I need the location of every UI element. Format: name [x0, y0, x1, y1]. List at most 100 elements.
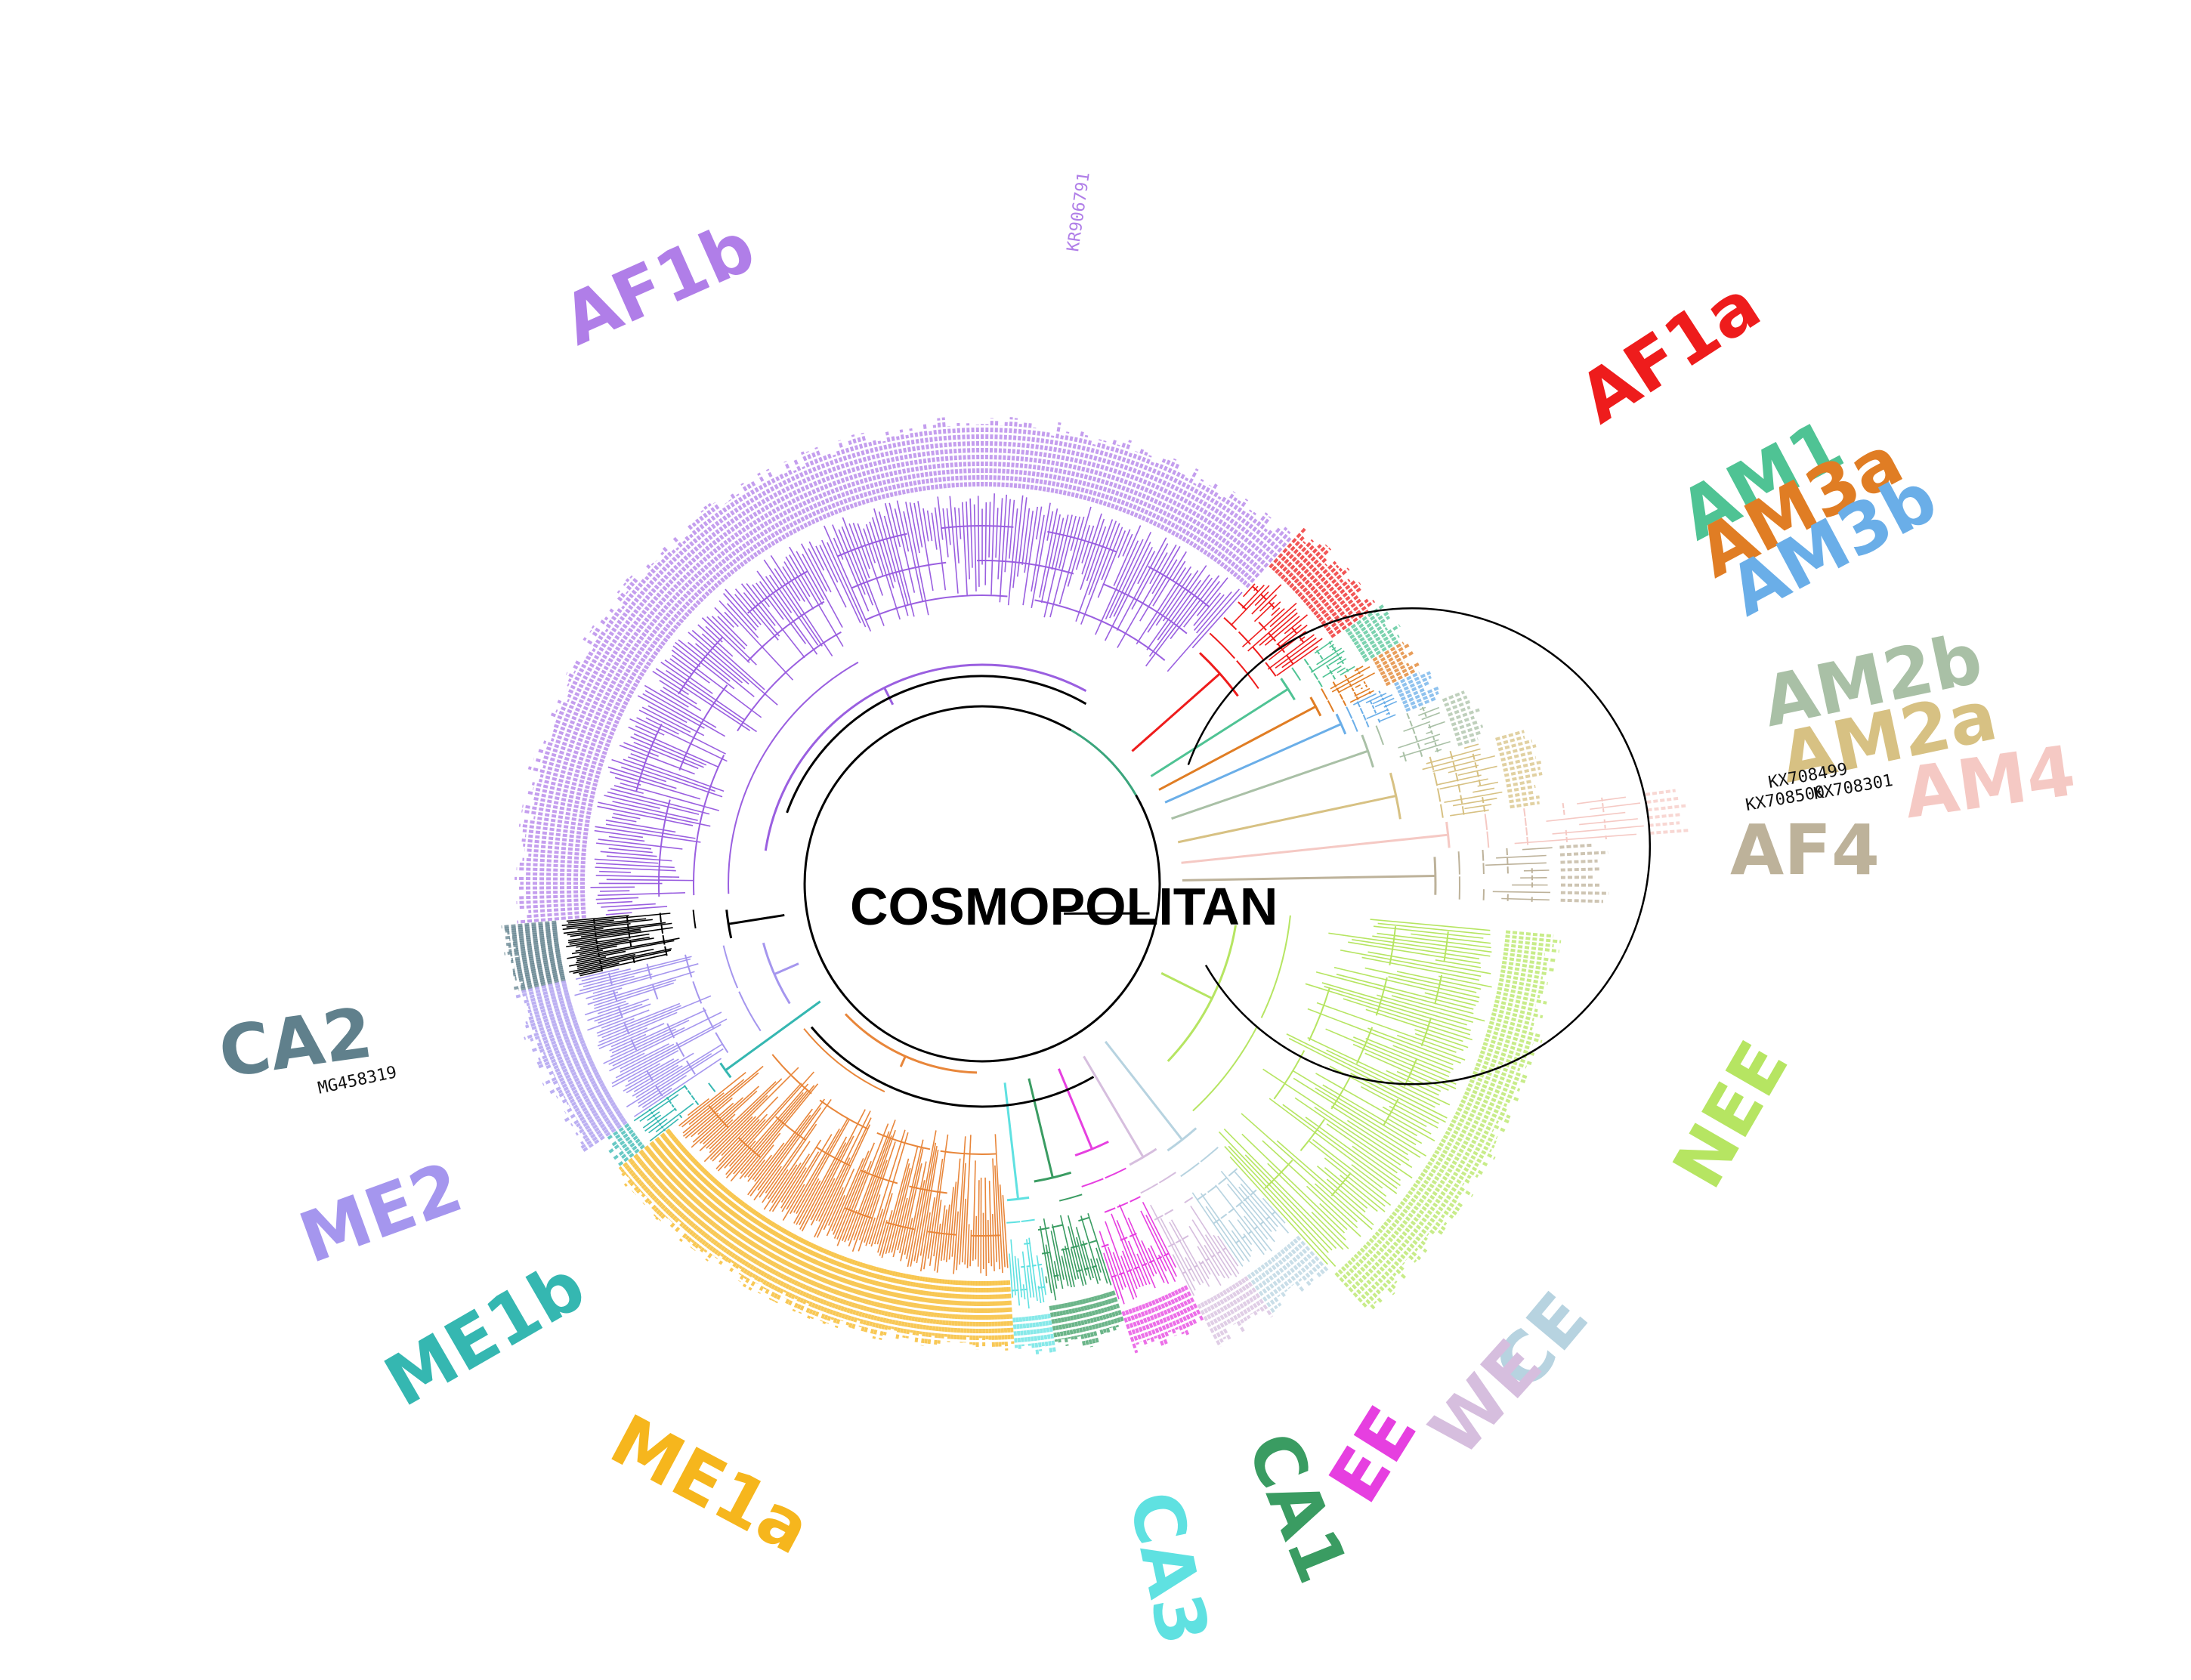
- leaf-label-mark: [688, 533, 729, 580]
- leaf-label-mark: [1374, 1231, 1408, 1262]
- leaf-label-mark: [929, 431, 939, 489]
- leaf-branch: [973, 504, 977, 591]
- leaf-label-mark: [1293, 1238, 1325, 1275]
- leaf-branch: [1253, 585, 1259, 591]
- leaf-label-mark: [566, 1082, 605, 1105]
- leaf-branch: [598, 801, 711, 827]
- leaf-branch: [997, 498, 1003, 579]
- leaf-branch: [586, 987, 623, 999]
- leaf-branch: [1354, 687, 1371, 697]
- leaf-branch: [596, 842, 652, 850]
- leaf-label-mark: [1028, 1316, 1036, 1351]
- leaf-branch: [1061, 1255, 1069, 1286]
- leaf-label-mark: [634, 1147, 688, 1196]
- leaf-label-mark: [807, 1252, 836, 1320]
- leaf-label-mark: [765, 468, 801, 532]
- leaf-branch: [1004, 499, 1011, 573]
- leaf-branch: [753, 1107, 821, 1201]
- leaf-label-mark: [771, 1238, 806, 1302]
- leaf-label-mark: [542, 740, 605, 763]
- subclade-arc: [1414, 735, 1418, 742]
- subclade-arc: [1129, 1196, 1141, 1203]
- leaf-branch: [1028, 1237, 1038, 1302]
- leaf-label-mark: [524, 819, 589, 832]
- subclade-arc: [1117, 1202, 1129, 1209]
- leaf-label-mark: [1351, 615, 1391, 643]
- subclade-arc: [1061, 1247, 1069, 1251]
- subclade-arc: [1041, 1252, 1050, 1255]
- clade-label-af4: AF4: [1730, 810, 1880, 891]
- clade-arc: [1006, 1196, 1030, 1202]
- leaf-label-mark: [1386, 1218, 1428, 1253]
- leaf-branch: [796, 1119, 850, 1214]
- leaf-branch: [678, 1072, 746, 1127]
- leaf-label-mark: [518, 977, 566, 992]
- leaf-label-mark: [1646, 796, 1680, 804]
- leaf-label-mark: [587, 650, 641, 684]
- leaf-branch: [633, 1064, 679, 1092]
- leaf-label-mark: [692, 1195, 738, 1252]
- leaf-branch: [1087, 1213, 1112, 1286]
- leaf-branch: [1432, 755, 1495, 773]
- leaf-label-mark: [1135, 1306, 1151, 1341]
- leaf-label-mark: [1244, 1276, 1274, 1318]
- leaf-branch: [1201, 1260, 1211, 1275]
- leaf-label-mark: [941, 417, 951, 488]
- leaf-label-mark: [743, 1223, 779, 1280]
- backbone-arc: [1135, 794, 1161, 885]
- leaf-label-mark: [806, 1249, 831, 1305]
- leaf-label-mark: [727, 1212, 763, 1264]
- leaf-label-mark: [633, 1143, 684, 1187]
- leaf-label-mark: [1197, 1303, 1222, 1348]
- leaf-label-mark: [1451, 1119, 1497, 1144]
- leaf-label-mark: [552, 1063, 595, 1086]
- leaf-branch: [1391, 995, 1485, 1022]
- leaf-branch: [1403, 721, 1431, 732]
- subclade-arc: [671, 1104, 675, 1108]
- leaf-label-mark: [1497, 739, 1533, 752]
- leaf-label-mark: [1095, 439, 1117, 504]
- leaf-label-mark: [519, 902, 586, 909]
- leaf-branch: [1238, 1203, 1269, 1240]
- leaf-label-mark: [511, 950, 561, 962]
- leaf-label-mark: [575, 1107, 620, 1136]
- leaf-label-mark: [518, 894, 586, 900]
- leaf-label-mark: [1204, 1300, 1227, 1340]
- leaf-label-mark: [1496, 735, 1525, 746]
- leaf-branch: [1230, 585, 1270, 626]
- leaf-label-mark: [1145, 1302, 1165, 1347]
- leaf-label-mark: [1207, 1299, 1232, 1342]
- leaf-label-mark: [914, 432, 926, 491]
- leaf-branch: [1316, 1002, 1457, 1053]
- leaf-label-mark: [606, 1123, 630, 1141]
- clade-af1b: [590, 493, 1243, 916]
- leaf-branch: [936, 1205, 946, 1273]
- leaf-label-mark: [640, 578, 687, 621]
- leaf-branch: [988, 1181, 993, 1267]
- leaf-branch: [613, 785, 644, 795]
- clade-stem: [774, 962, 799, 976]
- leaf-branch: [826, 1194, 845, 1237]
- clade-ca3: [1003, 1082, 1046, 1309]
- leaf-label-mark: [508, 942, 559, 953]
- leaf-label-mark: [820, 1255, 844, 1311]
- leaf-label-mark: [662, 546, 710, 597]
- leaf-ring-me1a: [618, 1128, 1015, 1351]
- leaf-label-mark: [1484, 1037, 1535, 1056]
- leaf-label-mark: [1110, 452, 1133, 509]
- leaf-label-mark: [550, 737, 606, 759]
- leaf-label-mark: [1058, 1304, 1069, 1346]
- leaf-label-mark: [1410, 1186, 1454, 1219]
- leaf-branch: [636, 717, 728, 762]
- leaf-branch: [833, 1142, 876, 1239]
- leaf-ring-am3a: [1372, 641, 1421, 687]
- leaf-branch: [1097, 530, 1126, 598]
- leaf-branch: [958, 508, 962, 539]
- clade-arc: [1335, 713, 1347, 735]
- leaf-label-mark: [1289, 547, 1332, 588]
- subclade-arc: [1037, 1286, 1041, 1289]
- leaf-branch: [597, 805, 694, 826]
- leaf-label-mark: [723, 1211, 760, 1264]
- leaf-branch: [763, 559, 823, 647]
- leaf-label-mark: [1503, 952, 1556, 962]
